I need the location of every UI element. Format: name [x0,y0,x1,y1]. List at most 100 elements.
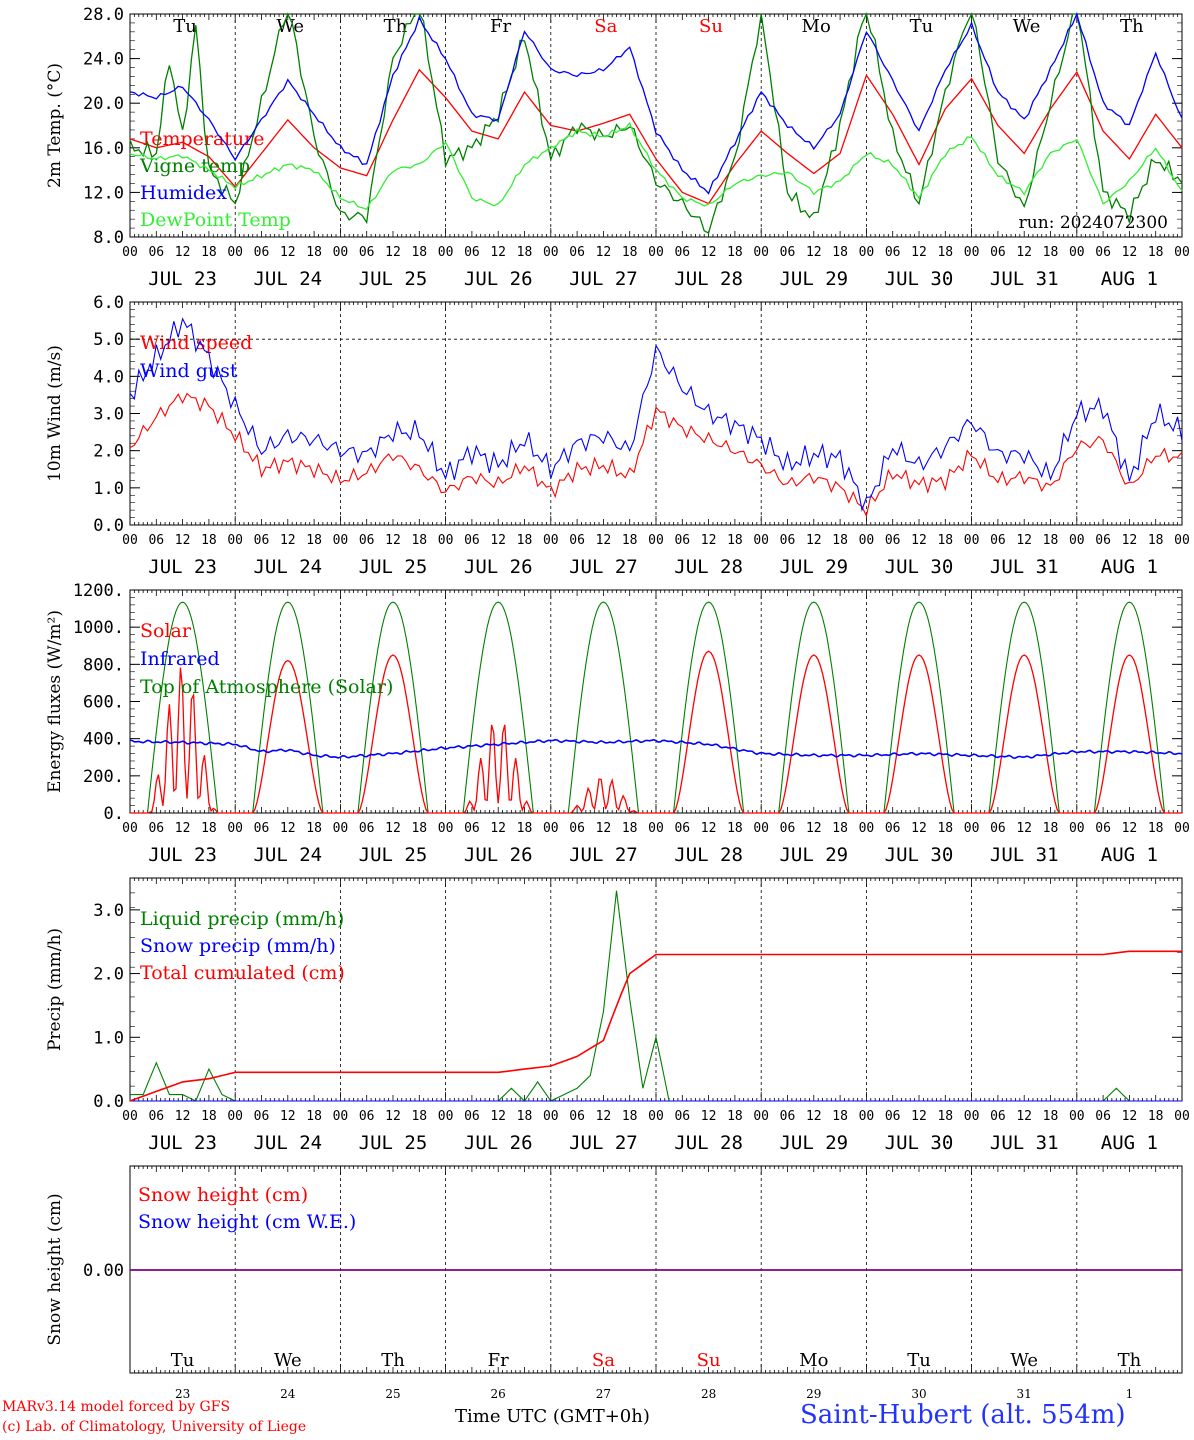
date-label: JUL 24 [253,844,322,866]
y-tick-label: 800. [83,655,124,675]
hour-label: 12 [1122,533,1138,548]
hour-label: 06 [464,533,480,548]
hour-label: 00 [1174,245,1190,260]
hour-label: 06 [464,1109,480,1124]
hour-label: 18 [622,533,638,548]
hour-label: 18 [411,245,427,260]
y-tick-label: 2.0 [93,442,124,462]
hour-label: 06 [674,821,690,836]
y-tick-label: 28.0 [83,5,124,25]
legend-entry: Snow height (cm W.E.) [138,1211,356,1233]
hour-label: 12 [806,533,822,548]
series-line-total-cumulated [129,950,1182,1102]
hour-label: 18 [937,245,953,260]
date-label: JUL 28 [674,556,743,578]
legend-entry: Solar [140,620,192,642]
hour-label: 06 [990,245,1006,260]
hour-label: 18 [727,533,743,548]
y-tick-label: 6.0 [93,293,124,313]
weekday-label: Th [1118,1350,1142,1371]
date-label: JUL 28 [674,844,743,866]
hour-label: 06 [1095,1109,1111,1124]
hour-label: 00 [964,821,980,836]
hour-label: 12 [701,1109,717,1124]
hour-label: 12 [1016,821,1032,836]
date-label: JUL 24 [253,556,322,578]
hour-label: 18 [1148,821,1164,836]
date-label: JUL 23 [148,1132,217,1154]
hour-label: 06 [885,245,901,260]
hour-label: 18 [411,821,427,836]
hour-label: 00 [648,821,664,836]
hour-label: 00 [859,245,875,260]
hour-label: 12 [1016,245,1032,260]
date-label: JUL 27 [569,844,638,866]
hour-label: 00 [333,1109,349,1124]
plot-frame [129,589,1183,814]
date-label: JUL 29 [779,268,848,290]
hour-label: 12 [1016,533,1032,548]
model-credit: MARv3.14 model forced by GFS [2,1399,231,1415]
y-tick-label: 1200. [73,581,124,601]
hour-label: 00 [1069,821,1085,836]
hour-label: 12 [701,821,717,836]
hour-label: 06 [569,245,585,260]
hour-label: 00 [543,821,559,836]
hour-label: 12 [911,533,927,548]
hour-label: 00 [648,533,664,548]
weekday-label: Mo [802,16,831,37]
hour-label: 06 [254,533,270,548]
y-tick-label: 4.0 [93,367,124,387]
hour-label: 18 [1043,821,1059,836]
date-label: JUL 30 [885,844,954,866]
series-line-temperature [129,68,1183,205]
weekday-label: Th [381,1350,405,1371]
y-tick-label: 3.0 [93,405,124,425]
date-label: JUL 25 [359,556,428,578]
weekday-label: Tu [171,1350,195,1371]
hour-label: 06 [1095,245,1111,260]
hour-label: 06 [780,245,796,260]
hour-label: 00 [1069,533,1085,548]
hour-label: 00 [753,245,769,260]
hour-label: 06 [885,533,901,548]
hour-label: 12 [280,1109,296,1124]
hour-label: 12 [385,245,401,260]
hour-label: 12 [385,1109,401,1124]
hour-label: 18 [727,1109,743,1124]
legend-entry: Top of Atmosphere (Solar) [140,676,393,698]
y-axis-label: 10m Wind (m/s) [45,345,65,482]
hour-label: 18 [832,821,848,836]
hour-label: 00 [1174,821,1190,836]
legend-entry: Vigne temp [139,155,250,177]
hour-label: 00 [333,245,349,260]
hour-label: 18 [517,821,533,836]
hour-label: 18 [1043,533,1059,548]
hour-label: 06 [885,1109,901,1124]
y-tick-label: 0.0 [93,516,124,536]
hour-label: 00 [859,533,875,548]
hour-label: 06 [1095,533,1111,548]
hour-label: 00 [1069,1109,1085,1124]
y-tick-label: 0.00 [83,1261,124,1281]
hour-label: 12 [490,533,506,548]
hour-label: 06 [569,533,585,548]
hour-label: 06 [885,821,901,836]
weekday-label: We [1010,1350,1038,1371]
hour-label: 06 [464,821,480,836]
legend-entry: Wind gust [140,360,238,382]
date-label: JUL 29 [779,1132,848,1154]
date-label: JUL 23 [148,556,217,578]
date-label: JUL 26 [464,556,533,578]
hour-label: 00 [122,821,138,836]
station-label: Saint-Hubert (alt. 554m) [800,1400,1126,1430]
y-tick-label: 1.0 [93,479,124,499]
y-tick-label: 400. [83,730,124,750]
weekday-label: Mo [799,1350,828,1371]
legend-entry: Temperature [140,128,264,150]
y-tick-label: 8.0 [93,228,124,248]
series-line-solar [130,650,1182,814]
hour-label: 00 [227,533,243,548]
hour-label: 00 [333,821,349,836]
